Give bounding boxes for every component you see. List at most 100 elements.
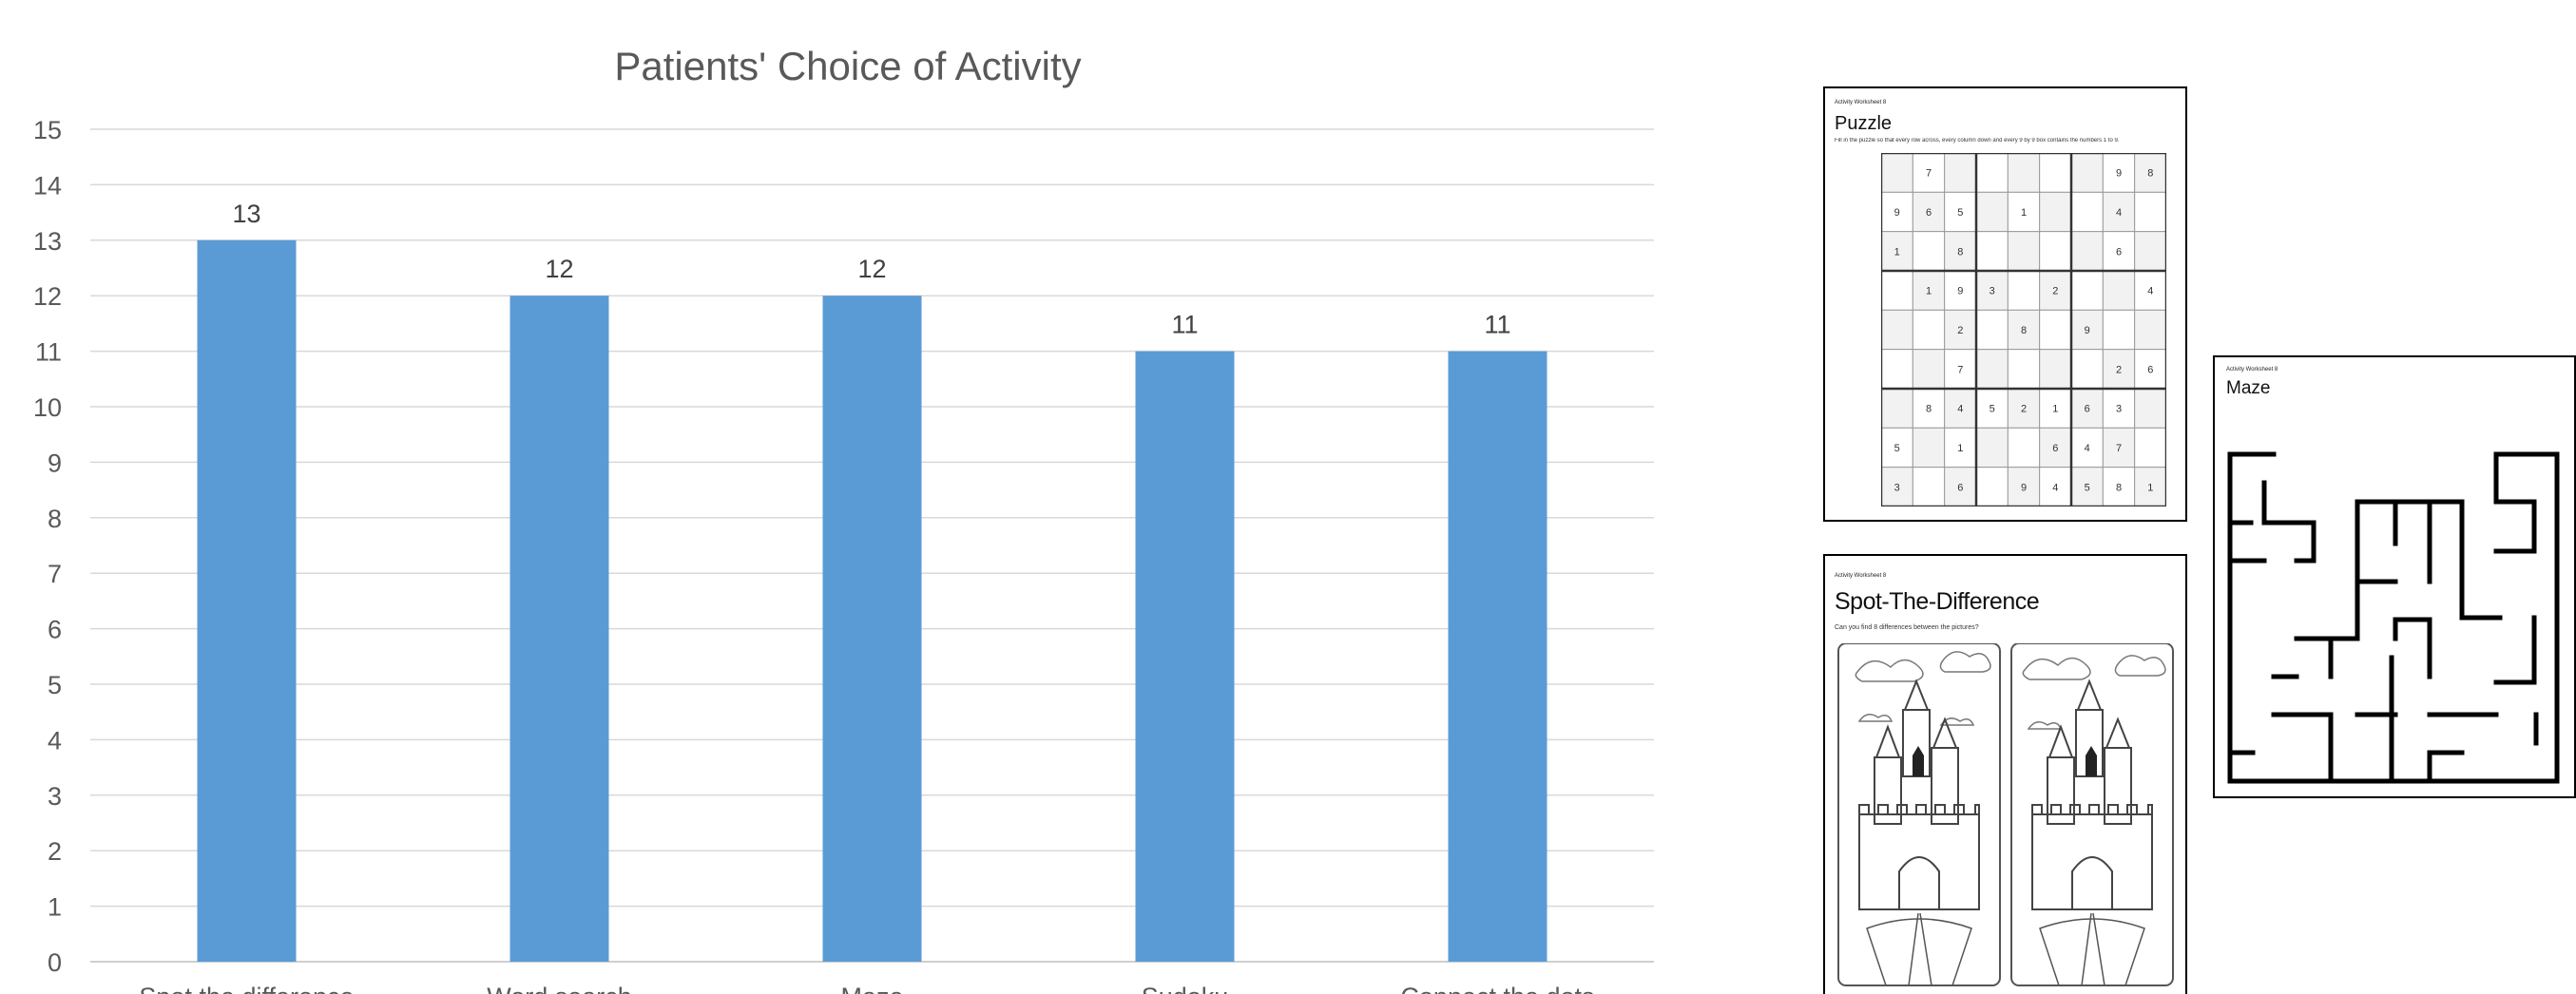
sudoku-cell (1944, 153, 1977, 193)
sudoku-number: 6 (1957, 482, 1963, 493)
sudoku-number: 8 (2116, 482, 2122, 493)
y-tick-label: 15 (33, 116, 62, 144)
sudoku-cell (2134, 231, 2166, 272)
bar (1448, 351, 1548, 963)
bar (1135, 351, 1235, 963)
sudoku-number: 6 (2052, 443, 2058, 454)
worksheet-title: Spot-The-Difference (1835, 588, 2040, 615)
sudoku-number: 4 (2147, 286, 2153, 297)
sudoku-number: 1 (2147, 482, 2153, 493)
sudoku-cell (1881, 191, 1913, 233)
sudoku-cell (2070, 270, 2104, 311)
sudoku-number: 1 (1957, 443, 1963, 454)
castle-picture-left (1837, 643, 2001, 986)
sudoku-cell (2102, 427, 2136, 468)
sudoku-number: 2 (2021, 404, 2027, 415)
sudoku-cell (2007, 349, 2041, 390)
sudoku-number: 5 (1957, 207, 1963, 219)
chart-title: Patients' Choice of Activity (614, 44, 1081, 88)
sudoku-cell (2007, 153, 2041, 193)
maze-worksheet: Activity Worksheet 8 Maze (2213, 355, 2576, 798)
worksheet-tag: Activity Worksheet 8 (2226, 367, 2278, 373)
sudoku-cell (2007, 427, 2041, 468)
y-tick-label: 4 (48, 726, 62, 755)
sudoku-number: 6 (2116, 246, 2122, 258)
y-tick-label: 6 (48, 616, 62, 644)
data-label: 12 (545, 255, 573, 283)
sudoku-number: 7 (2116, 443, 2122, 454)
sudoku-cell (1944, 191, 1977, 233)
sudoku-cell (1912, 231, 1946, 272)
sudoku-cell (1912, 427, 1946, 468)
bar-chart: Patients' Choice of Activity 01234567891… (33, 44, 1654, 994)
sudoku-number: 9 (2021, 482, 2027, 493)
sudoku-cell (1881, 231, 1913, 272)
data-label: 12 (857, 255, 886, 283)
sudoku-number: 6 (1926, 207, 1932, 219)
sudoku-cell (2039, 309, 2072, 351)
sudoku-cell (1944, 427, 1977, 468)
sudoku-cell (1975, 467, 2009, 507)
sudoku-number: 4 (2052, 482, 2058, 493)
sudoku-cell (1975, 153, 2009, 193)
sudoku-grid: 7 9 8 9 6 5 1 4 1 8 6 1 9 3 2 4 2 8 9 7 2 6 8 4 5 2 1 6 3 5 1 6 4 7 3 6 9 4 5 8… (1881, 153, 2166, 507)
puzzle-worksheet: Activity Worksheet 8 Puzzle Fill in the … (1823, 86, 2187, 522)
y-tick-label: 8 (48, 505, 62, 533)
data-label: 13 (232, 200, 260, 228)
sudoku-cell (1975, 191, 2009, 233)
sudoku-cell (2134, 309, 2166, 351)
sudoku-cell (2070, 231, 2104, 272)
bar (509, 296, 609, 962)
sudoku-cell (1975, 309, 2009, 351)
sudoku-number: 1 (1894, 246, 1900, 258)
sudoku-number: 3 (2116, 404, 2122, 415)
sudoku-cell (1912, 467, 1946, 507)
sudoku-cell (2070, 427, 2104, 468)
sudoku-number: 1 (2021, 207, 2027, 219)
sudoku-number: 8 (2021, 325, 2027, 336)
sudoku-cell (2039, 349, 2072, 390)
y-tick-label: 3 (48, 782, 62, 811)
sudoku-cell (2070, 467, 2104, 507)
x-tick-label: Word search (487, 983, 632, 994)
sudoku-number: 1 (1926, 286, 1932, 297)
y-tick-label: 0 (48, 948, 62, 977)
y-tick-label: 13 (33, 227, 62, 256)
sudoku-number: 4 (2116, 207, 2122, 219)
y-tick-label: 10 (33, 393, 62, 422)
sudoku-cell (1912, 153, 1946, 193)
castle-picture-right (2010, 643, 2174, 986)
sudoku-cell (2070, 153, 2104, 193)
y-tick-label: 1 (48, 893, 62, 922)
sudoku-cell (2102, 153, 2136, 193)
sudoku-cell (2039, 191, 2072, 233)
sudoku-cell (2102, 270, 2136, 311)
sudoku-number: 1 (2052, 404, 2058, 415)
sudoku-cell (2039, 388, 2072, 429)
sudoku-number: 6 (2147, 364, 2153, 375)
sudoku-cell (1912, 270, 1946, 311)
sudoku-number: 8 (1926, 404, 1932, 415)
sudoku-cell (1881, 270, 1913, 311)
sudoku-cell (2007, 270, 2041, 311)
sudoku-cell (2134, 427, 2166, 468)
bars: 13 12 12 11 11 (197, 200, 1548, 963)
sudoku-cell (1912, 191, 1946, 233)
sudoku-cell (2134, 467, 2166, 507)
sudoku-cell (1944, 309, 1977, 351)
worksheet-title: Maze (2226, 378, 2271, 398)
sudoku-cell (1975, 231, 2009, 272)
sudoku-cell (1881, 349, 1913, 390)
y-tick-label: 12 (33, 282, 62, 311)
x-tick-label: Sudoku (1142, 983, 1229, 994)
sudoku-number: 5 (2085, 482, 2090, 493)
sudoku-number: 5 (1894, 443, 1900, 454)
worksheet-title: Puzzle (1835, 113, 1893, 134)
worksheet-tag: Activity Worksheet 8 (1835, 100, 1887, 105)
sudoku-cell (2070, 349, 2104, 390)
sudoku-cell (1881, 309, 1913, 351)
sudoku-cell (2102, 309, 2136, 351)
y-tick-label: 5 (48, 671, 62, 699)
x-axis: Spot the difference Word search Maze Sudoku… (139, 983, 1594, 994)
